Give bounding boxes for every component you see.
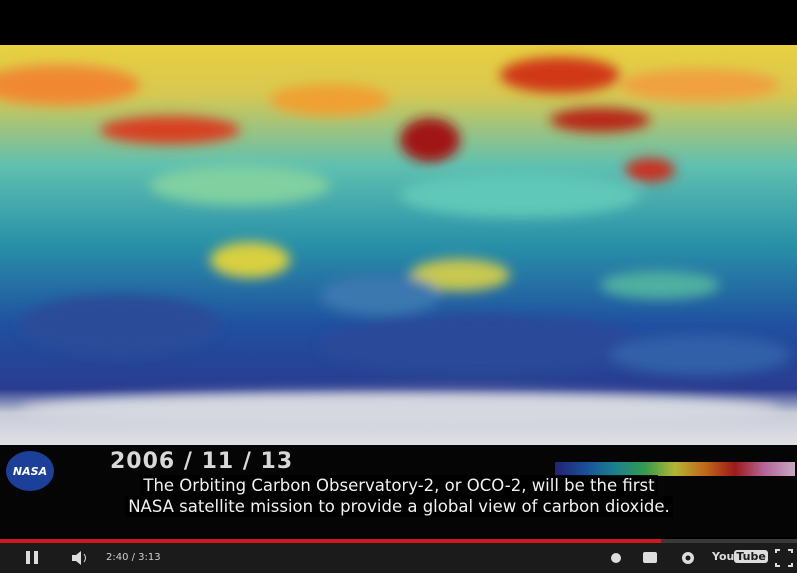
caption-line: NASA satellite mission to provide a glob… xyxy=(125,496,673,517)
progress-bar[interactable] xyxy=(0,539,797,543)
video-overlay: NASA 2006 / 11 / 13 The Orbiting Carbon … xyxy=(0,445,797,537)
volume-button[interactable] xyxy=(72,551,86,565)
color-scale xyxy=(555,462,795,476)
time-display: 2:40 / 3:13 xyxy=(106,552,161,563)
settings-button[interactable] xyxy=(682,552,694,564)
captions-button[interactable] xyxy=(643,552,657,563)
date-label: 2006 / 11 / 13 xyxy=(110,449,294,474)
fullscreen-button[interactable] xyxy=(775,549,793,567)
caption-line: The Orbiting Carbon Observatory-2, or OC… xyxy=(140,475,658,496)
control-icons xyxy=(26,549,793,567)
progress-played xyxy=(0,539,661,543)
video-frame xyxy=(0,45,797,445)
brand-box: Tube xyxy=(734,550,768,563)
control-bar: 2:40 / 3:13 You Tube xyxy=(0,543,797,573)
annotations-button[interactable] xyxy=(611,553,621,563)
caption: The Orbiting Carbon Observatory-2, or OC… xyxy=(84,475,714,517)
pause-button[interactable] xyxy=(26,551,38,564)
nasa-logo: NASA xyxy=(6,451,54,491)
brand-text: You xyxy=(712,550,735,563)
youtube-logo[interactable]: You Tube xyxy=(712,550,768,563)
